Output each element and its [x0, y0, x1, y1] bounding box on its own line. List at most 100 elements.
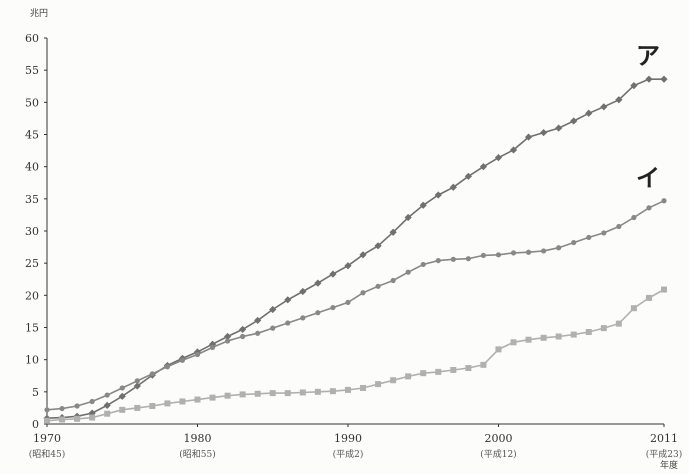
data-point	[240, 333, 246, 340]
data-point	[344, 386, 351, 393]
data-point	[88, 409, 96, 417]
data-point	[556, 245, 562, 251]
data-point	[630, 82, 638, 90]
data-point	[329, 388, 336, 395]
data-point	[479, 163, 488, 171]
data-point	[390, 377, 397, 384]
data-point	[89, 398, 95, 405]
series-3	[44, 286, 667, 424]
data-point	[541, 248, 547, 254]
data-point	[329, 270, 337, 278]
data-point	[104, 410, 111, 417]
data-point	[285, 320, 291, 326]
data-point	[44, 417, 50, 424]
y-tick-label: 35	[25, 193, 39, 206]
data-point	[239, 391, 246, 398]
data-point	[359, 251, 367, 259]
x-axis-ticks: 1970 (昭和45) 1980 (昭和55) 1990 (平成2) 2000 (平成12) 2…	[29, 424, 682, 460]
data-point	[405, 373, 412, 380]
y-tick-label: 0	[32, 418, 39, 431]
data-point	[164, 364, 170, 370]
y-tick-label: 25	[25, 257, 39, 270]
data-point	[284, 390, 291, 397]
x-tick-label: 1970	[33, 432, 61, 445]
data-point	[570, 117, 578, 125]
data-point	[375, 381, 382, 388]
data-point	[510, 339, 517, 346]
data-point	[390, 277, 396, 284]
data-point	[420, 261, 426, 268]
data-point	[615, 320, 622, 327]
data-point	[419, 201, 427, 209]
data-point	[118, 392, 126, 400]
data-point	[284, 296, 292, 304]
data-point	[434, 191, 442, 199]
data-point	[134, 404, 141, 411]
data-point	[104, 392, 110, 398]
y-tick-label: 45	[25, 129, 39, 142]
y-axis-unit: 兆円	[30, 8, 48, 19]
data-point	[661, 286, 667, 293]
data-point	[269, 390, 276, 397]
y-tick-label: 60	[25, 32, 39, 45]
data-point	[524, 133, 533, 141]
data-point	[375, 283, 381, 289]
data-point	[208, 340, 217, 348]
data-point	[586, 234, 592, 241]
data-point	[540, 334, 547, 341]
data-point	[315, 310, 321, 316]
data-point	[449, 183, 457, 191]
data-point	[254, 390, 261, 397]
data-point	[631, 214, 637, 221]
y-tick-label: 55	[25, 64, 39, 77]
data-point	[570, 331, 577, 338]
data-point	[299, 287, 307, 296]
data-point	[224, 392, 231, 399]
series-1	[43, 75, 668, 422]
data-point	[585, 329, 592, 336]
data-point	[600, 103, 608, 111]
x-axis-unit: 年度	[660, 459, 678, 471]
data-point	[555, 333, 562, 340]
data-point	[103, 401, 111, 409]
data-point	[510, 250, 517, 256]
x-tick-label: 2000	[484, 432, 512, 445]
data-point	[435, 368, 442, 375]
data-point	[134, 378, 140, 384]
data-point	[420, 370, 427, 377]
y-axis-ticks: 0 5 10 15 20 25 30 35 40 45 50 55 60	[25, 32, 47, 431]
data-point	[224, 338, 231, 344]
data-point	[525, 336, 532, 343]
data-point	[254, 316, 262, 325]
data-point	[360, 290, 366, 296]
data-point	[646, 205, 652, 211]
data-point	[450, 366, 457, 373]
data-point	[164, 400, 171, 407]
data-point	[344, 262, 352, 270]
x-tick-sublabel: (平成12)	[480, 448, 516, 460]
data-point	[540, 128, 548, 137]
x-tick-label: 1980	[183, 432, 211, 445]
data-point	[133, 382, 141, 390]
x-tick-label: 1990	[334, 432, 362, 445]
data-point	[494, 154, 503, 162]
y-tick-label: 10	[25, 354, 39, 367]
data-point	[74, 403, 80, 409]
data-point	[149, 402, 156, 409]
data-point	[89, 414, 96, 421]
data-point	[314, 279, 322, 287]
data-point	[600, 325, 607, 332]
data-point	[645, 294, 652, 301]
data-point	[616, 223, 622, 230]
series-line	[46, 200, 665, 411]
data-point	[269, 305, 277, 314]
data-point	[495, 346, 502, 353]
x-tick-sublabel: (昭和45)	[29, 449, 65, 460]
data-point	[495, 252, 502, 258]
y-tick-label: 5	[32, 386, 39, 399]
data-point	[119, 406, 126, 413]
data-point	[374, 242, 382, 250]
series-layer	[43, 75, 668, 424]
data-point	[389, 228, 397, 236]
data-point	[660, 75, 668, 83]
